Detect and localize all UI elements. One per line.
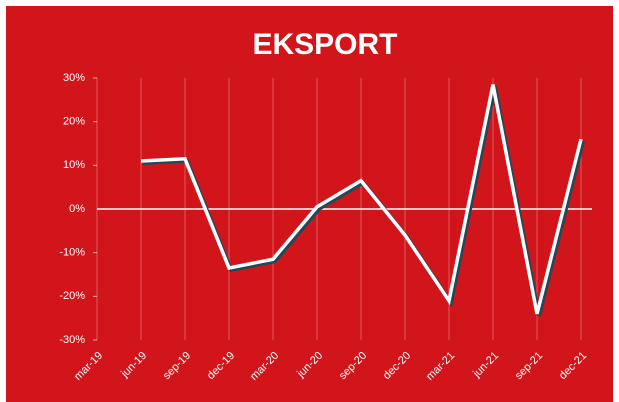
- y-tick-label: -20%: [59, 290, 85, 302]
- background: [6, 6, 613, 402]
- chart-title: EKSPORT: [252, 28, 397, 61]
- y-tick-label: 30%: [63, 72, 85, 84]
- y-tick-label: -30%: [59, 334, 85, 346]
- y-tick-label: 10%: [63, 159, 85, 171]
- y-tick-label: 0%: [69, 203, 85, 215]
- y-tick-label: 20%: [63, 116, 85, 128]
- line: [140, 84, 583, 315]
- y-tick-label: -10%: [59, 247, 85, 259]
